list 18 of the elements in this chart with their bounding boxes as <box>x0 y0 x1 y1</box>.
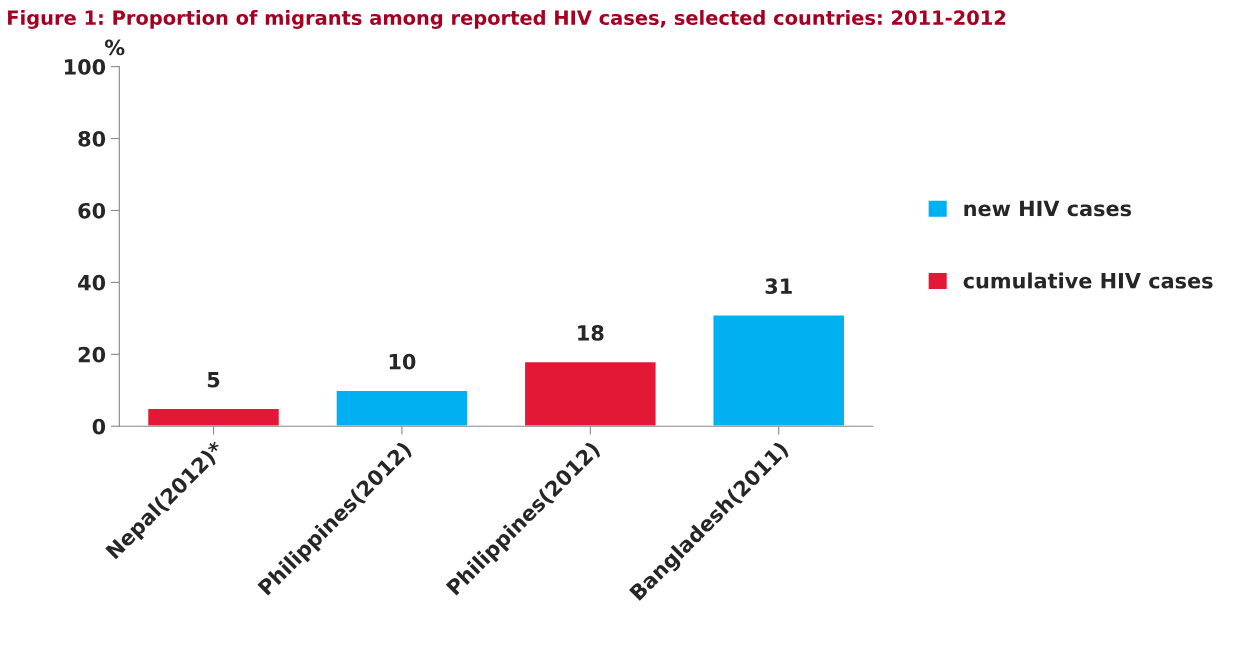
y-axis-title: % <box>104 39 125 56</box>
bar <box>523 360 657 427</box>
data-label: 5 <box>207 372 220 388</box>
chart-title: Figure 1: Proportion of migrants among reported HIV cases, selected countries: 2011-2012 <box>8 9 1006 29</box>
y-tick-label: 40 <box>78 274 106 291</box>
bar <box>146 407 281 427</box>
bar <box>335 389 469 427</box>
y-tick-label: 100 <box>64 59 106 75</box>
y-tick-label: 60 <box>78 202 106 219</box>
y-tick-label: 80 <box>78 130 106 147</box>
legend-label: cumulative HIV cases <box>963 272 1213 289</box>
y-tick-label: 20 <box>78 346 106 363</box>
data-label: 31 <box>765 278 792 295</box>
bar <box>712 314 846 427</box>
data-label: 18 <box>578 325 604 341</box>
legend-label: new HIV cases <box>964 200 1132 217</box>
data-label: 10 <box>389 353 416 370</box>
y-tick-label: 0 <box>92 418 106 435</box>
